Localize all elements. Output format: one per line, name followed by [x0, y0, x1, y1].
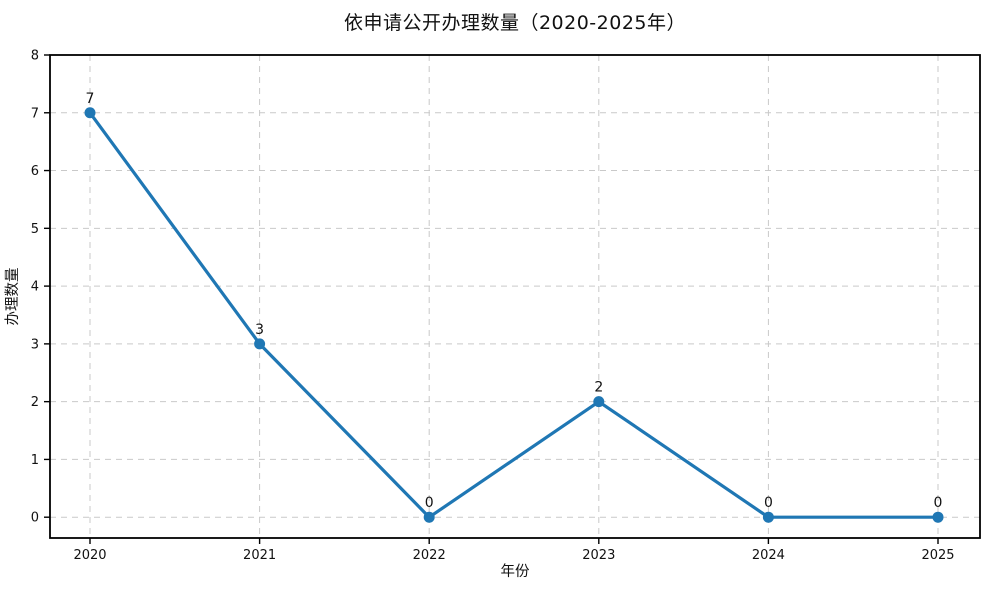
data-point-label: 0 — [764, 495, 773, 511]
data-point-label: 0 — [425, 495, 434, 511]
data-point-label: 2 — [594, 380, 603, 396]
x-tick-label: 2023 — [582, 548, 615, 563]
x-tick-label: 2025 — [921, 548, 954, 563]
x-tick-label: 2021 — [243, 548, 276, 563]
axes-spines — [49, 54, 981, 539]
data-point-label: 7 — [86, 91, 95, 107]
x-tick-label: 2020 — [73, 548, 106, 563]
y-tick-label: 0 — [31, 511, 39, 526]
data-point-marker — [762, 511, 774, 523]
data-line — [88, 111, 940, 519]
y-tick-label: 1 — [31, 453, 39, 468]
y-tick-label: 8 — [31, 49, 39, 64]
y-tick-label: 4 — [31, 280, 39, 295]
x-axis-label: 年份 — [501, 563, 530, 580]
data-point-marker — [423, 511, 435, 523]
data-point-marker — [84, 107, 96, 119]
x-tick-label: 2024 — [752, 548, 785, 563]
x-tick-label: 2022 — [413, 548, 446, 563]
y-tick-label: 2 — [31, 395, 39, 410]
y-tick-label: 6 — [31, 164, 39, 179]
data-point-marker — [932, 511, 944, 523]
chart-title: 依申请公开办理数量（2020-2025年） — [343, 12, 687, 34]
y-tick-label: 7 — [31, 106, 39, 121]
data-point-marker — [254, 338, 266, 350]
y-axis-label: 办理数量 — [4, 268, 21, 326]
data-point-label: 3 — [255, 322, 264, 338]
data-point-marker — [593, 396, 605, 408]
data-point-label: 0 — [934, 495, 943, 511]
y-tick-label: 3 — [31, 337, 39, 352]
y-tick-label: 5 — [31, 222, 39, 237]
